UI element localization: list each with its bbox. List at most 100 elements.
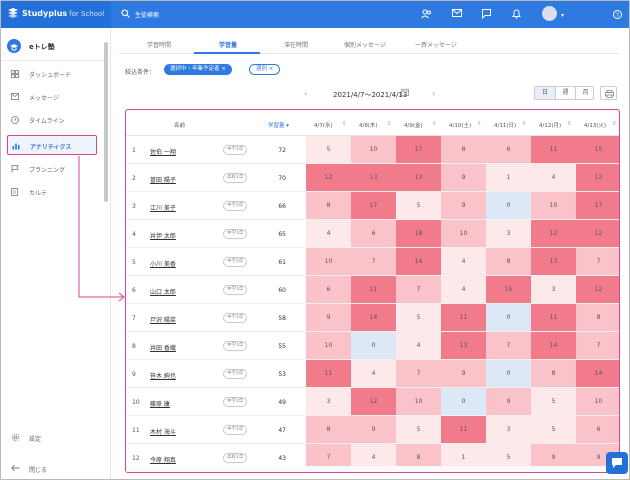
clock-icon <box>11 116 19 124</box>
study-amount-table: 名前 学習量 ▾ 4/7(水) ⇕ 4/8(木) ⇕ 4/9(金) ⇕ 4/10(土) ⇕ 4/… <box>125 109 620 473</box>
column-header-date[interactable]: 4/10(土) <box>449 123 472 129</box>
heatmap-cell: 7 <box>396 360 441 387</box>
sidebar-item-label: メッセージ <box>29 95 59 102</box>
column-header-date[interactable]: 4/9(金) <box>404 123 423 129</box>
chevron-left-icon[interactable]: ‹ <box>304 89 308 98</box>
column-header-date[interactable]: 4/11(日) <box>494 123 517 129</box>
student-name-link[interactable]: 木村 海斗 <box>150 429 176 436</box>
filter-chip-status[interactable]: 選択中・卒業予定者 × <box>164 64 232 75</box>
bar-chart-icon <box>12 143 20 150</box>
sidebar-item-karte[interactable]: カルテ <box>7 182 97 202</box>
sidebar-item-timeline[interactable]: タイムライン <box>7 110 97 130</box>
grade-badge: 中学2年 <box>223 397 248 407</box>
sidebar-item-analytics[interactable]: アナリティクス <box>7 135 97 155</box>
heatmap-cell: 13 <box>351 164 396 191</box>
heatmap-cell: 17 <box>351 192 396 219</box>
student-name-link[interactable]: 曽田 陽子 <box>150 177 176 184</box>
student-name-link[interactable]: 井田 香織 <box>150 345 176 352</box>
divider <box>1 60 110 61</box>
row-number: 8 <box>132 343 136 350</box>
filter-chip-label: 週別 <box>256 66 268 72</box>
grade-badge: 中学2年 <box>223 257 248 267</box>
student-name-link[interactable]: 佐伯 一翔 <box>150 149 176 156</box>
student-name-link[interactable]: 山口 太郎 <box>150 289 176 296</box>
view-week-button[interactable]: 週 <box>555 87 575 99</box>
chevron-right-icon[interactable]: › <box>432 89 436 98</box>
tab-stay-time[interactable]: 滞在時間 <box>284 42 309 49</box>
table-header: 名前 学習量 ▾ 4/7(水) ⇕ 4/8(木) ⇕ 4/9(金) ⇕ 4/10(土) ⇕ 4/… <box>126 110 619 136</box>
grade-badge: 中学1年 <box>223 425 248 435</box>
row-number: 6 <box>132 287 136 294</box>
heatmap-cell: 0 <box>351 332 396 359</box>
sort-icon[interactable]: ⇕ <box>432 121 437 127</box>
column-header-date[interactable]: 4/12(月) <box>539 123 562 129</box>
study-total: 47 <box>278 427 286 434</box>
mail-icon <box>11 93 19 100</box>
print-button[interactable] <box>600 86 617 100</box>
bell-icon[interactable] <box>512 9 521 19</box>
brand[interactable]: Studyplus for School <box>1 1 111 28</box>
heatmap-cell: 7 <box>576 248 619 275</box>
view-month-button[interactable]: 月 <box>575 87 593 99</box>
heatmap-cell: 10 <box>306 248 351 275</box>
tab-study-time[interactable]: 学習時間 <box>147 42 172 49</box>
sidebar-item-planning[interactable]: プランニング <box>7 159 97 179</box>
document-icon <box>11 188 18 196</box>
heatmap-cell: 12 <box>531 220 576 247</box>
column-header-date[interactable]: 4/7(水) <box>314 123 333 129</box>
study-total: 49 <box>278 399 286 406</box>
sort-icon[interactable]: ⇕ <box>342 121 347 127</box>
heatmap-cell: 9 <box>441 192 486 219</box>
support-chat-button[interactable] <box>606 452 628 474</box>
sidebar-item-settings[interactable]: 設定 <box>7 431 97 445</box>
sort-icon[interactable]: ⇕ <box>522 121 527 127</box>
heatmap-cell: 10 <box>576 388 619 415</box>
student-name-link[interactable]: 井伊 太郎 <box>150 233 176 240</box>
heatmap-cell: 3 <box>486 416 531 443</box>
student-name-link[interactable]: 小川 美香 <box>150 261 176 268</box>
sidebar-item-message[interactable]: メッセージ <box>7 87 97 107</box>
sort-icon[interactable]: ⇕ <box>567 121 572 127</box>
heatmap-cell: 9 <box>441 360 486 387</box>
student-name-link[interactable]: 今原 翔真 <box>150 457 176 464</box>
chat-icon[interactable] <box>482 9 491 19</box>
student-name-link[interactable]: 笹木 絢也 <box>150 373 176 380</box>
student-name-link[interactable]: 戸沢 陽菜 <box>150 317 176 324</box>
sort-icon[interactable]: ⇕ <box>477 121 482 127</box>
calendar-icon[interactable] <box>401 88 409 96</box>
sidebar-close-button[interactable]: 閉じる <box>7 462 97 476</box>
mail-icon[interactable] <box>452 9 462 17</box>
dashboard-icon <box>11 70 19 78</box>
filter-chip-period[interactable]: 週別 × <box>249 64 281 75</box>
heatmap-cell: 4 <box>351 360 396 387</box>
heatmap-cell: 7 <box>576 332 619 359</box>
tab-individual-message[interactable]: 個別メッセージ <box>344 42 386 49</box>
student-search-label[interactable]: 生徒検索 <box>135 12 160 19</box>
users-icon[interactable] <box>421 9 432 19</box>
view-day-button[interactable]: 日 <box>535 87 555 99</box>
sort-icon[interactable]: ⇕ <box>612 121 617 127</box>
brand-name: Studyplus for School <box>22 9 105 18</box>
heatmap-cell: 4 <box>396 332 441 359</box>
column-header-total[interactable]: 学習量 ▾ <box>268 123 290 129</box>
column-header-date[interactable]: 4/13(火) <box>584 123 607 129</box>
tab-study-amount[interactable]: 学習量 <box>219 42 238 49</box>
sidebar-scrollbar[interactable] <box>103 32 109 212</box>
heatmap-cell: 18 <box>396 220 441 247</box>
avatar[interactable] <box>542 6 557 21</box>
sort-icon[interactable]: ⇕ <box>387 121 392 127</box>
sidebar-item-dashboard[interactable]: ダッシュボード <box>7 64 97 84</box>
search-icon[interactable] <box>121 9 130 18</box>
heatmap-cell: 4 <box>441 276 486 303</box>
chevron-down-icon[interactable]: ▾ <box>561 12 565 19</box>
heatmap-cell: 4 <box>441 248 486 275</box>
column-header-date[interactable]: 4/8(木) <box>359 123 378 129</box>
help-icon[interactable]: ? <box>613 10 622 19</box>
heatmap-cell: 13 <box>576 164 619 191</box>
student-name-link[interactable]: 藤原 康 <box>150 401 170 408</box>
close-label: 閉じる <box>29 467 48 474</box>
student-name-link[interactable]: 江川 美子 <box>150 205 176 212</box>
sidebar-item-label: プランニング <box>29 167 66 174</box>
row-number: 10 <box>132 399 140 406</box>
tab-broadcast-message[interactable]: 一斉メッセージ <box>415 42 457 49</box>
